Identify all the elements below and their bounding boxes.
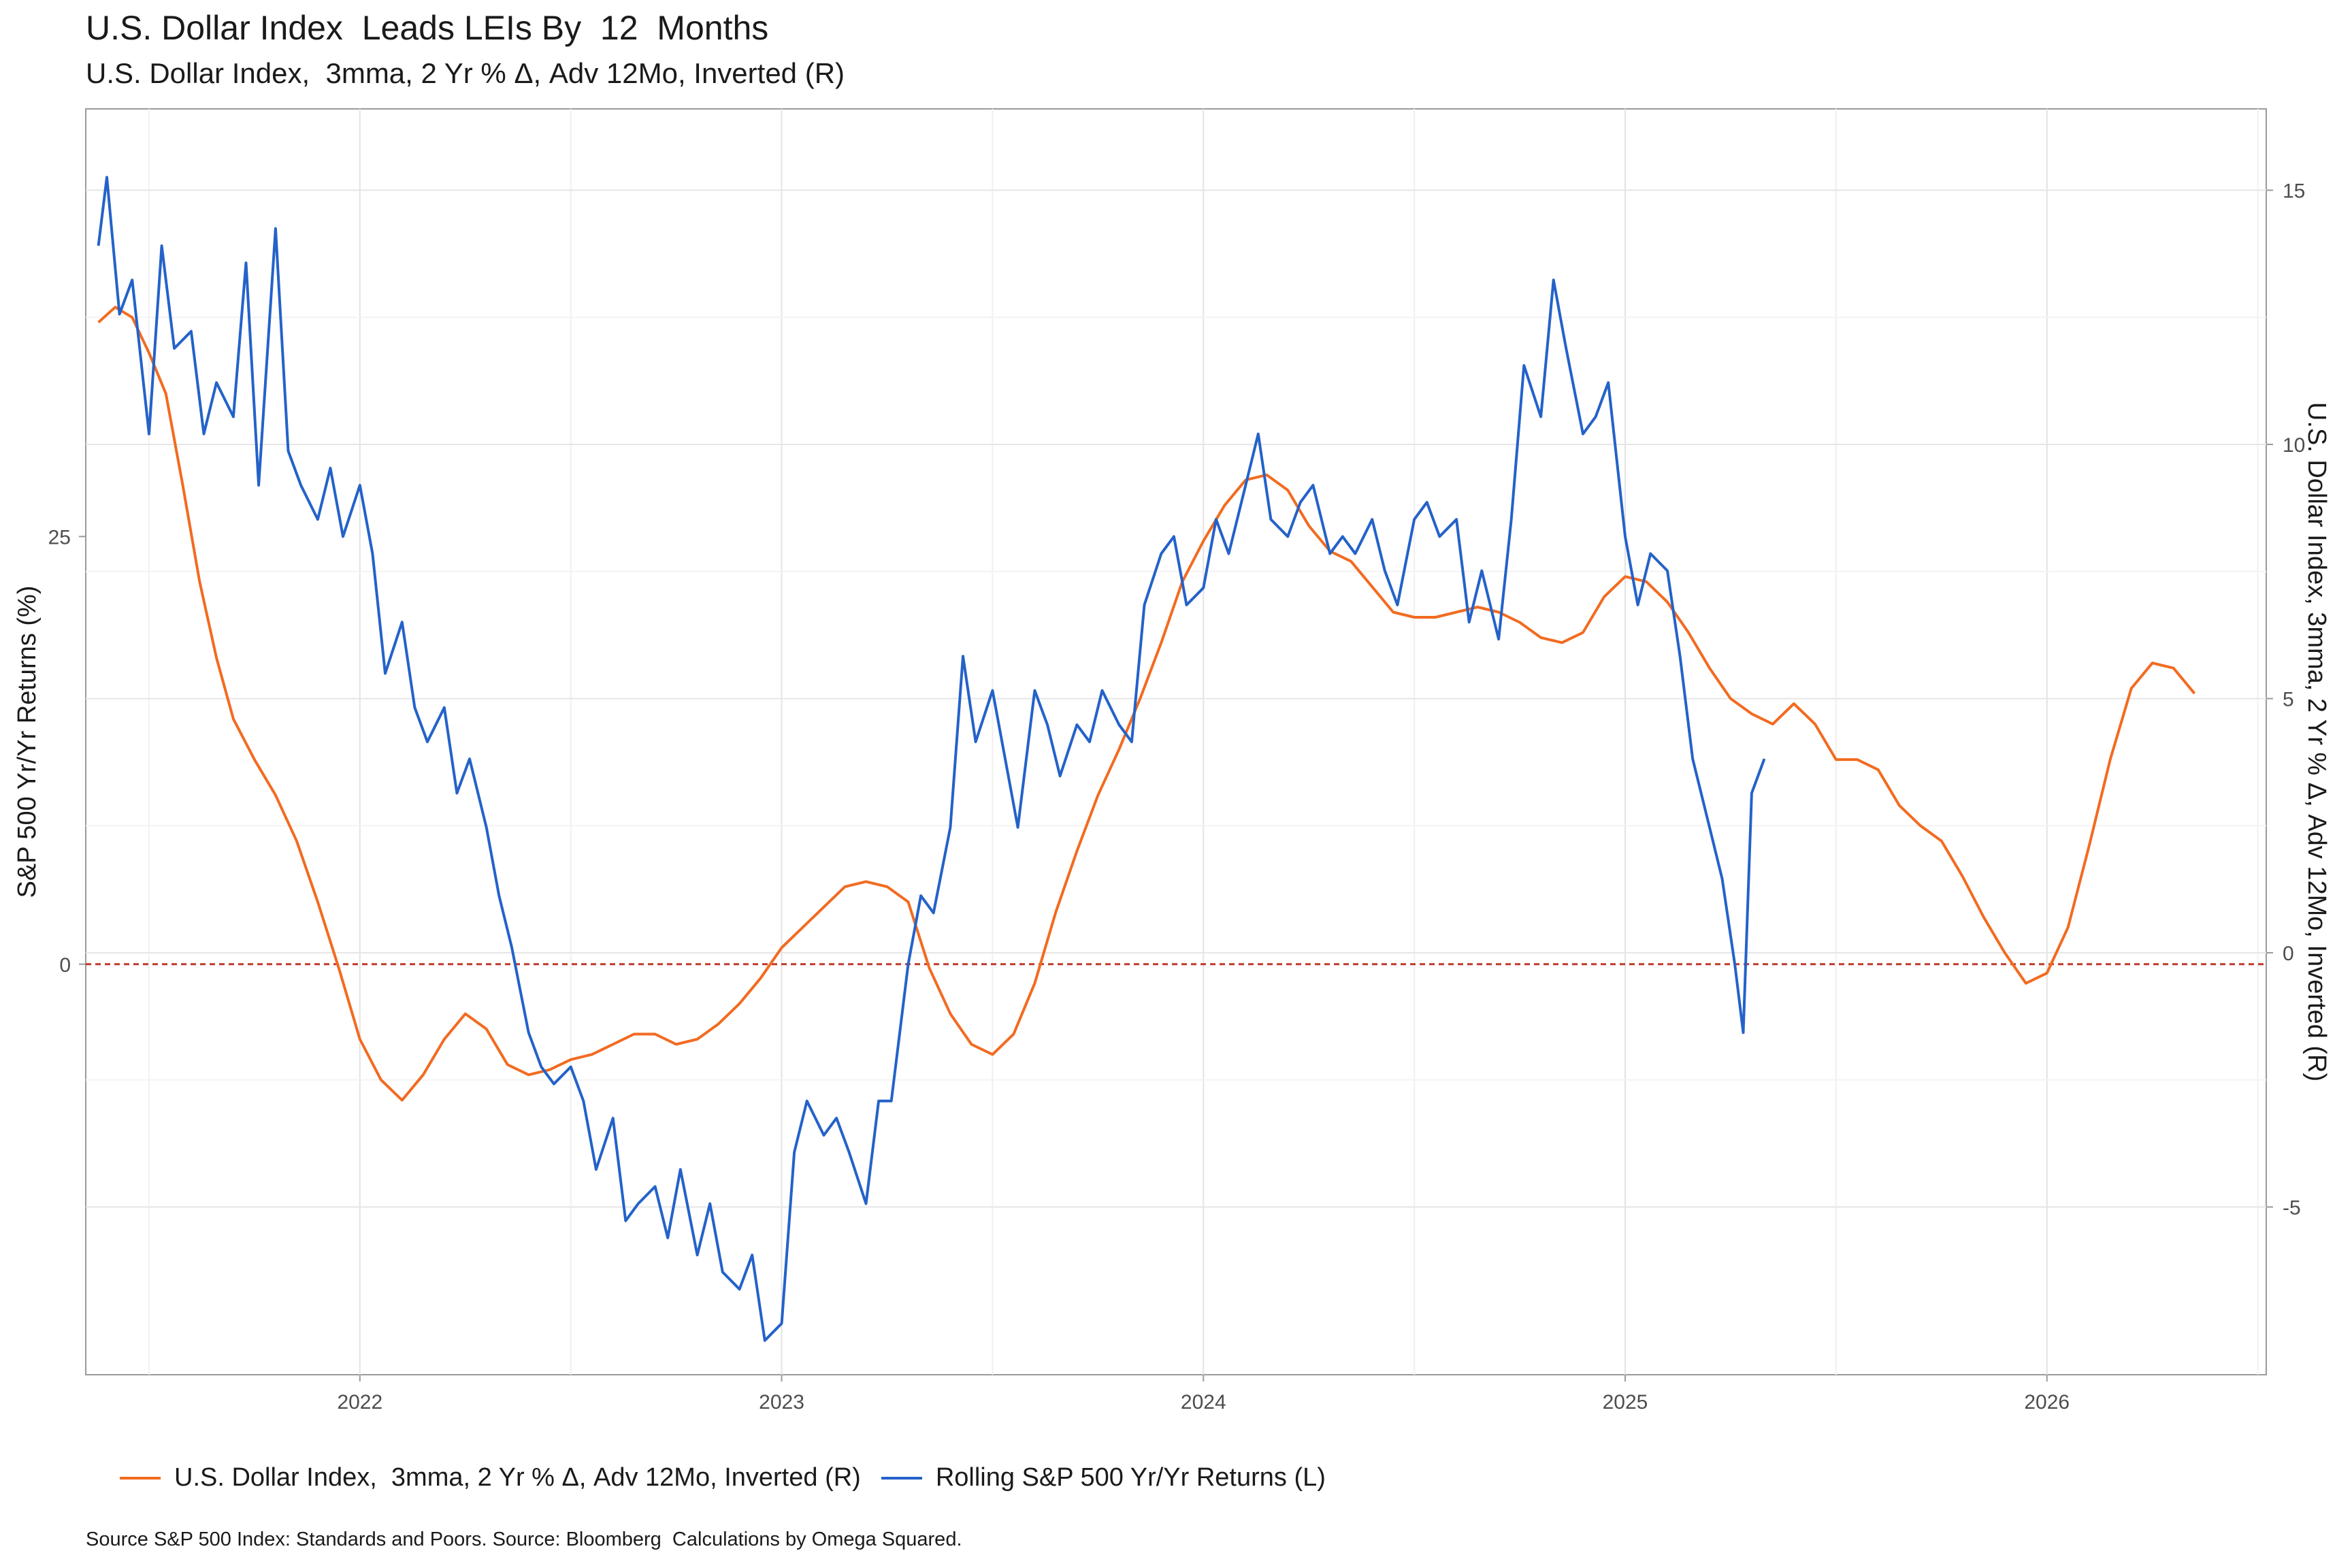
sp500-returns-line xyxy=(97,176,1766,1342)
axis-ticks: 2022 2023 2024 2025 2026 -5 0 5 10 15 0 25 xyxy=(48,180,2306,1414)
legend-item-dollar-index: U.S. Dollar Index, 3mma, 2 Yr % Δ, Adv 1… xyxy=(120,1463,861,1492)
source-note: Source S&P 500 Index: Standards and Poor… xyxy=(86,1529,962,1550)
x-tick-label: 2025 xyxy=(1603,1391,1648,1414)
y-left-tick-label: 25 xyxy=(48,526,71,549)
legend-swatch-blue xyxy=(881,1476,922,1480)
plot-panel xyxy=(85,108,2267,1375)
legend-item-sp500: Rolling S&P 500 Yr/Yr Returns (L) xyxy=(881,1463,1326,1492)
y-axis-right-title: U.S. Dollar Index, 3mma, 2 Yr % Δ, Adv 1… xyxy=(2302,402,2331,1081)
y-left-tick-label: 0 xyxy=(59,954,71,977)
legend-label: Rolling S&P 500 Yr/Yr Returns (L) xyxy=(935,1463,1326,1492)
y-right-tick-label: 5 xyxy=(2283,689,2294,711)
x-tick-label: 2022 xyxy=(337,1391,382,1414)
legend-swatch-orange xyxy=(120,1476,161,1480)
legend-label: U.S. Dollar Index, 3mma, 2 Yr % Δ, Adv 1… xyxy=(174,1463,861,1492)
dollar-index-line xyxy=(97,306,2196,1102)
y-right-tick-label: 0 xyxy=(2283,943,2294,965)
grid-lines xyxy=(86,109,2266,1375)
chart-title: U.S. Dollar Index Leads LEIs By 12 Month… xyxy=(86,9,769,47)
legend: U.S. Dollar Index, 3mma, 2 Yr % Δ, Adv 1… xyxy=(120,1463,1346,1492)
chart-subtitle: U.S. Dollar Index, 3mma, 2 Yr % Δ, Adv 1… xyxy=(86,57,845,89)
series-lines xyxy=(97,176,2196,1342)
x-tick-label: 2024 xyxy=(1181,1391,1226,1414)
y-right-tick-label: 10 xyxy=(2283,434,2305,457)
x-tick-label: 2023 xyxy=(759,1391,804,1414)
y-axis-left-title: S&P 500 Yr/Yr Returns (%) xyxy=(13,585,42,898)
y-right-tick-label: -5 xyxy=(2283,1196,2301,1219)
y-right-tick-label: 15 xyxy=(2283,180,2305,203)
x-tick-label: 2026 xyxy=(2024,1391,2070,1414)
